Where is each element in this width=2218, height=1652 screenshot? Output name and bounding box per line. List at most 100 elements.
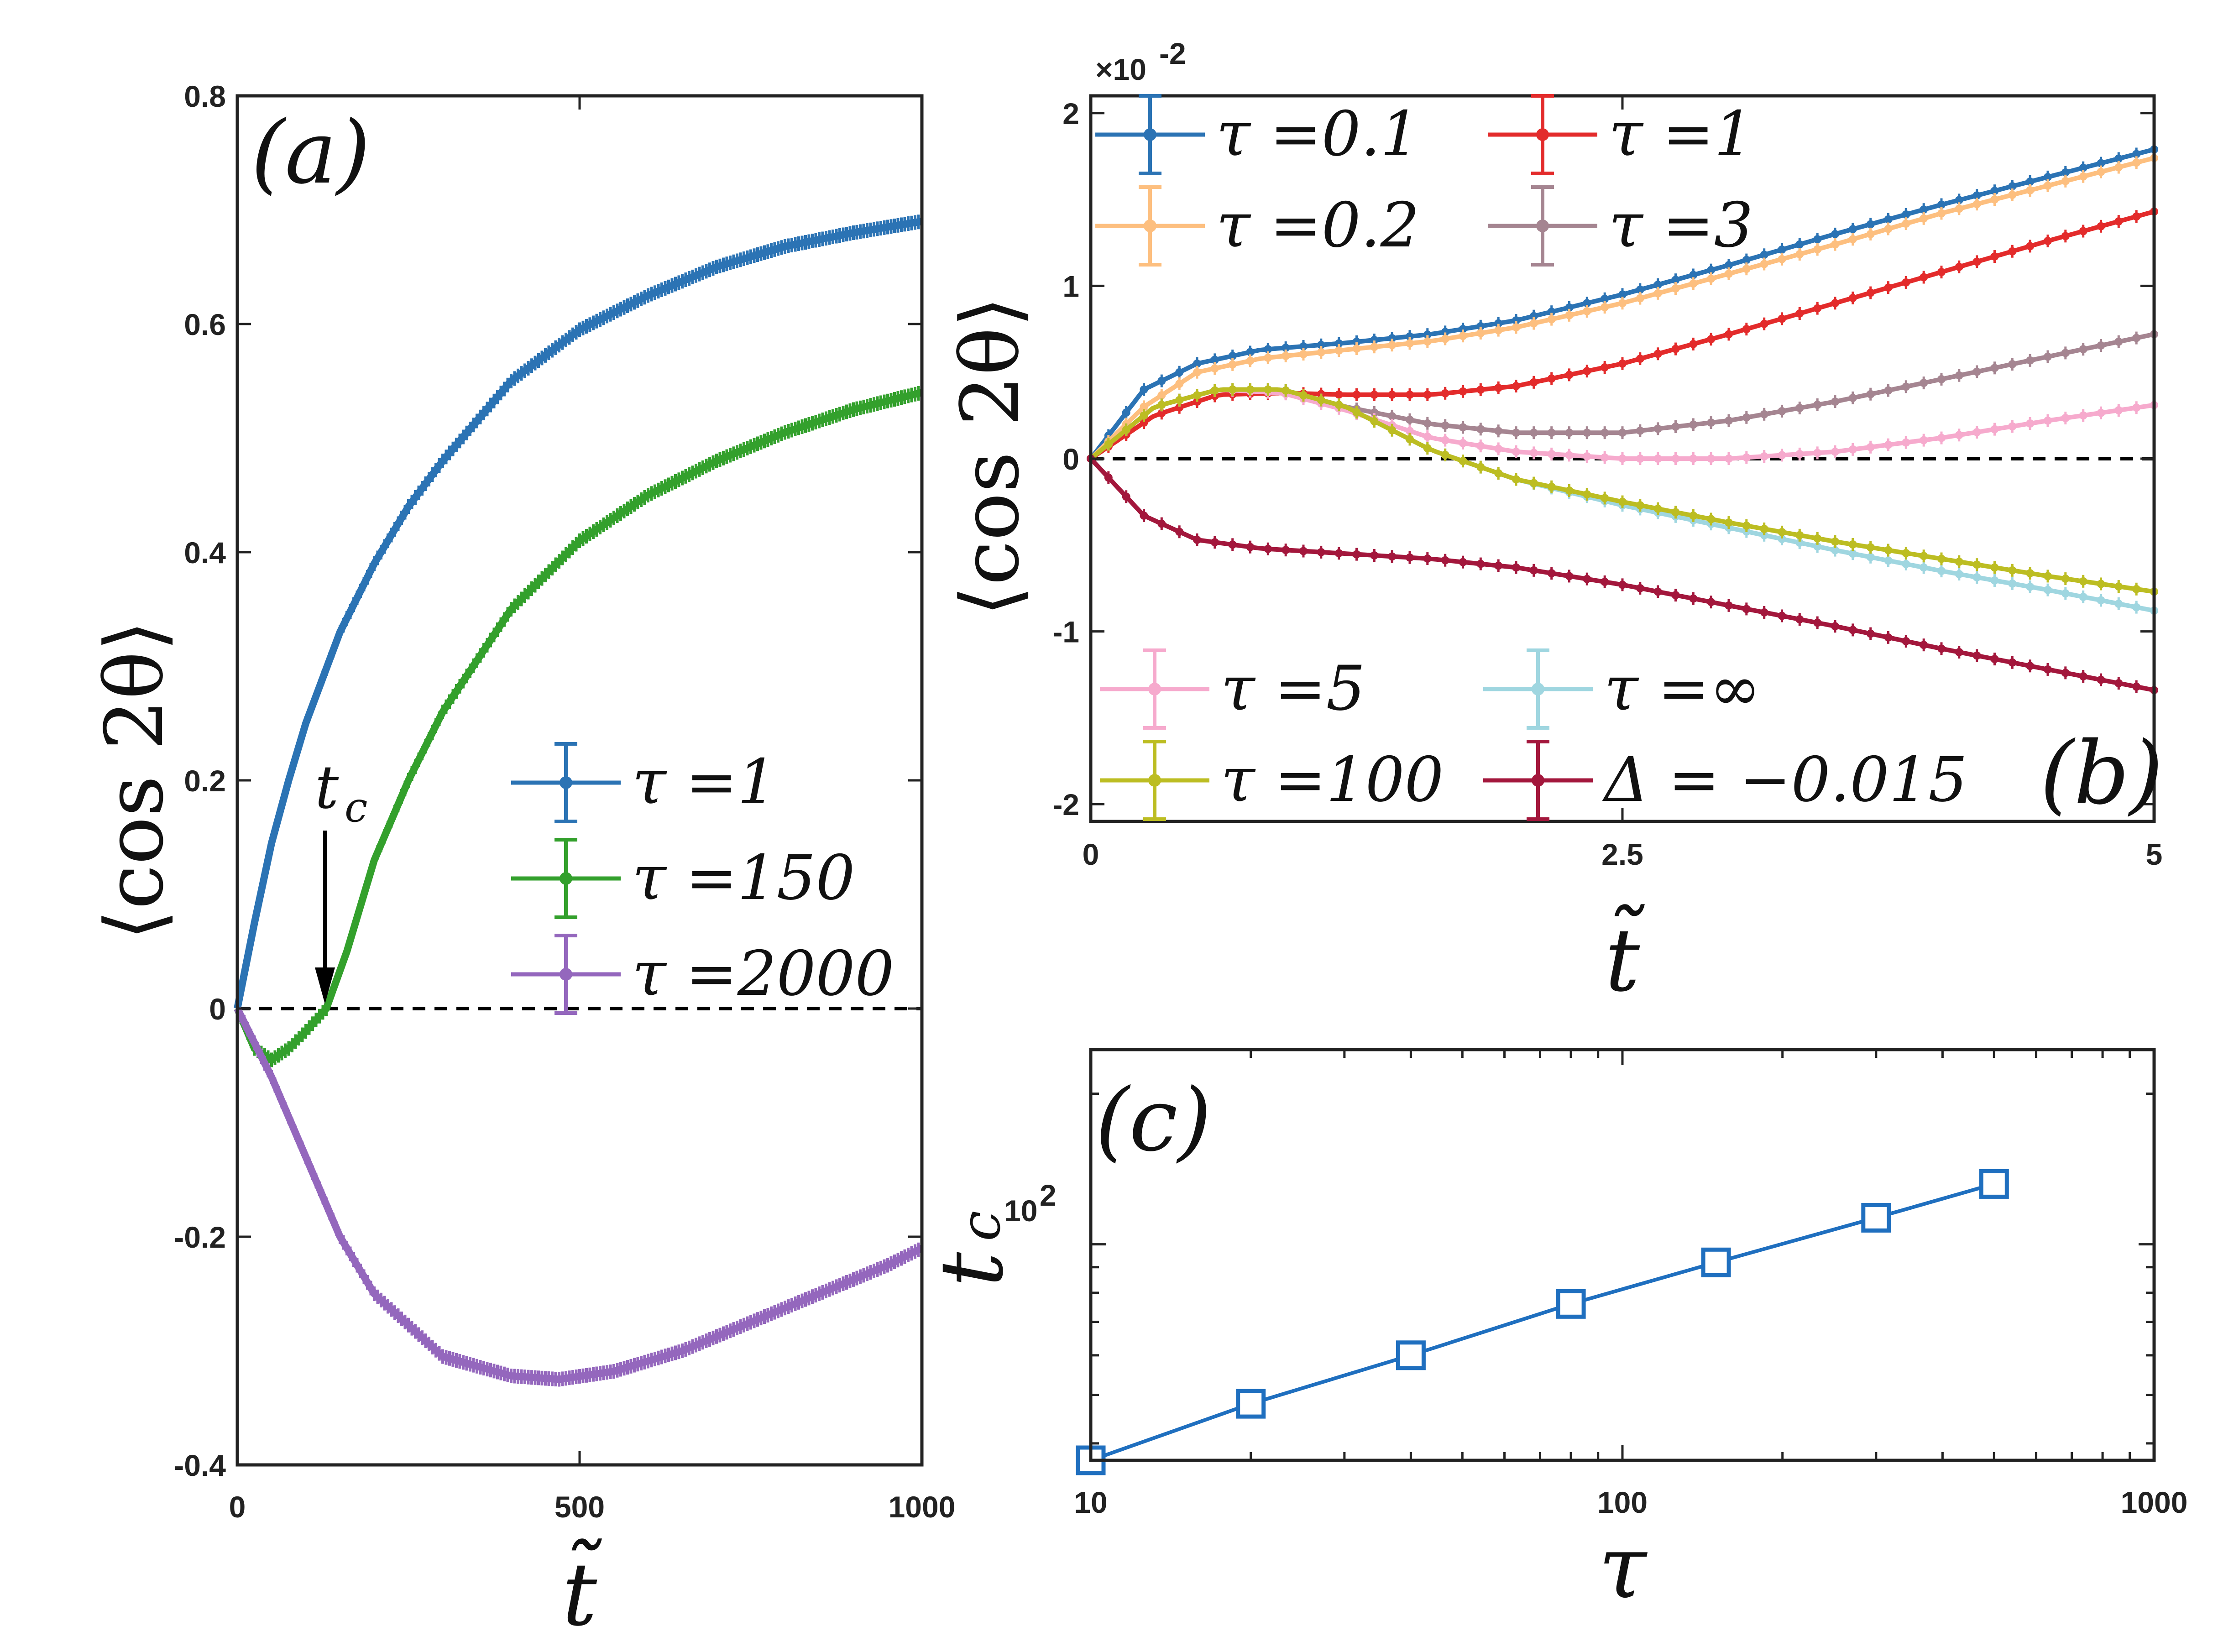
data-point — [1282, 546, 1290, 554]
panel-c-xtick-label: 10 — [1074, 1485, 1107, 1519]
panel-a: 0 500 1000 0.8 0.6 0.4 0.2 0 -0.2 -0.4 (a) t̃ ⟨co… — [89, 79, 955, 1645]
data-point — [1831, 546, 1839, 554]
data-point — [1972, 191, 1981, 200]
data-point — [1884, 283, 1893, 292]
data-point — [1990, 187, 1999, 195]
legend-label: τ =1 — [632, 746, 777, 818]
data-point — [2114, 679, 2123, 688]
data-point — [1920, 205, 1928, 214]
data-point — [2097, 222, 2105, 230]
tc-arrow-head — [315, 967, 335, 1004]
panel-b-ytick-label: -1 — [1052, 615, 1079, 649]
data-point — [1193, 368, 1201, 376]
data-point — [1831, 299, 1839, 308]
data-point — [1707, 266, 1716, 274]
data-point — [1778, 612, 1786, 620]
data-point — [1512, 563, 1520, 572]
legend-item-0-015: Δ = −0.015 — [1483, 740, 1967, 821]
panel-b-scale-exponent: -2 — [1159, 37, 1186, 70]
data-point — [1317, 396, 1325, 404]
data-point — [1955, 431, 1963, 439]
data-point — [1920, 214, 1928, 223]
data-point — [1175, 528, 1184, 536]
data-point — [1813, 449, 1822, 457]
data-point — [2061, 669, 2070, 677]
data-point — [1671, 508, 1680, 517]
data-point — [1264, 353, 1272, 362]
data-point — [1264, 345, 1272, 354]
data-point — [1423, 330, 1432, 339]
data-point — [1193, 391, 1201, 400]
data-point — [1760, 260, 1768, 268]
data-point — [2044, 586, 2052, 594]
data-point — [1990, 563, 1999, 572]
data-point — [2026, 242, 2035, 251]
data-point — [1459, 558, 1467, 566]
data-point — [1778, 255, 1786, 263]
data-point — [1707, 418, 1716, 427]
data-point — [1583, 299, 1591, 308]
data-point — [1601, 294, 1609, 303]
data-point — [1866, 443, 1875, 451]
data-point — [1972, 257, 1981, 266]
panel-b-ytick-label: 2 — [1062, 97, 1079, 131]
data-point — [1476, 559, 1485, 568]
data-point — [1653, 424, 1662, 433]
data-point — [1476, 322, 1485, 330]
data-point — [1441, 450, 1449, 459]
legend-label: τ =5 — [1221, 653, 1365, 724]
data-point — [2008, 182, 2017, 191]
data-point — [1689, 455, 1698, 463]
data-point — [1157, 519, 1166, 528]
data-point — [1902, 559, 1910, 568]
panel-b-ytick-label: -2 — [1052, 788, 1079, 821]
panel-b: 0 2.5 5 2 1 0 -1 -2 ×10 -2 (b) t̃ ⟨cos 2θ⟩ τ =0… — [944, 37, 2163, 1011]
data-point — [2044, 665, 2052, 674]
data-point — [1671, 423, 1680, 431]
panel-a-ticks: 0 500 1000 0.8 0.6 0.4 0.2 0 -0.2 -0.4 — [174, 79, 955, 1524]
data-point — [2114, 154, 2123, 163]
data-point — [1884, 215, 1893, 224]
data-point — [1529, 566, 1538, 575]
data-point — [1547, 308, 1556, 316]
data-point — [2061, 177, 2070, 185]
data-point — [1583, 490, 1591, 499]
data-point — [1618, 359, 1627, 368]
data-point — [1299, 547, 1308, 555]
data-point — [1459, 439, 1467, 447]
panel-b-scale-label: ×10 — [1095, 52, 1146, 86]
legend-label: Δ = −0.015 — [1602, 744, 1967, 816]
data-point — [2061, 589, 2070, 598]
legend-marker — [1532, 683, 1544, 695]
data-point — [1459, 325, 1467, 334]
data-point — [1813, 618, 1822, 627]
square-marker — [1701, 1247, 1731, 1277]
data-point — [1512, 323, 1520, 332]
data-point — [1866, 543, 1875, 552]
data-point — [1671, 345, 1680, 353]
data-point — [1937, 200, 1946, 209]
legend-marker — [1148, 774, 1161, 787]
data-point — [1884, 556, 1893, 565]
data-point — [1920, 379, 1928, 387]
data-point — [1423, 433, 1432, 441]
data-point — [2008, 658, 2017, 667]
data-point — [1406, 339, 1414, 348]
panel-a-ytick-label: 0.4 — [184, 536, 226, 570]
data-point — [1848, 540, 1857, 549]
data-point — [1618, 290, 1627, 299]
data-point — [1423, 419, 1432, 428]
data-point — [1972, 367, 1981, 376]
data-point — [1512, 447, 1520, 456]
data-point — [1813, 401, 1822, 409]
series-line — [234, 389, 923, 1065]
data-point — [2026, 186, 2035, 194]
data-point — [1529, 429, 1538, 437]
data-point — [2079, 227, 2087, 235]
data-point — [2026, 178, 2035, 186]
data-point — [2008, 247, 2017, 256]
data-point — [1441, 335, 1449, 343]
data-point — [1476, 385, 1485, 394]
data-point — [1423, 554, 1432, 563]
tc-annotation-sub: c — [345, 784, 367, 831]
